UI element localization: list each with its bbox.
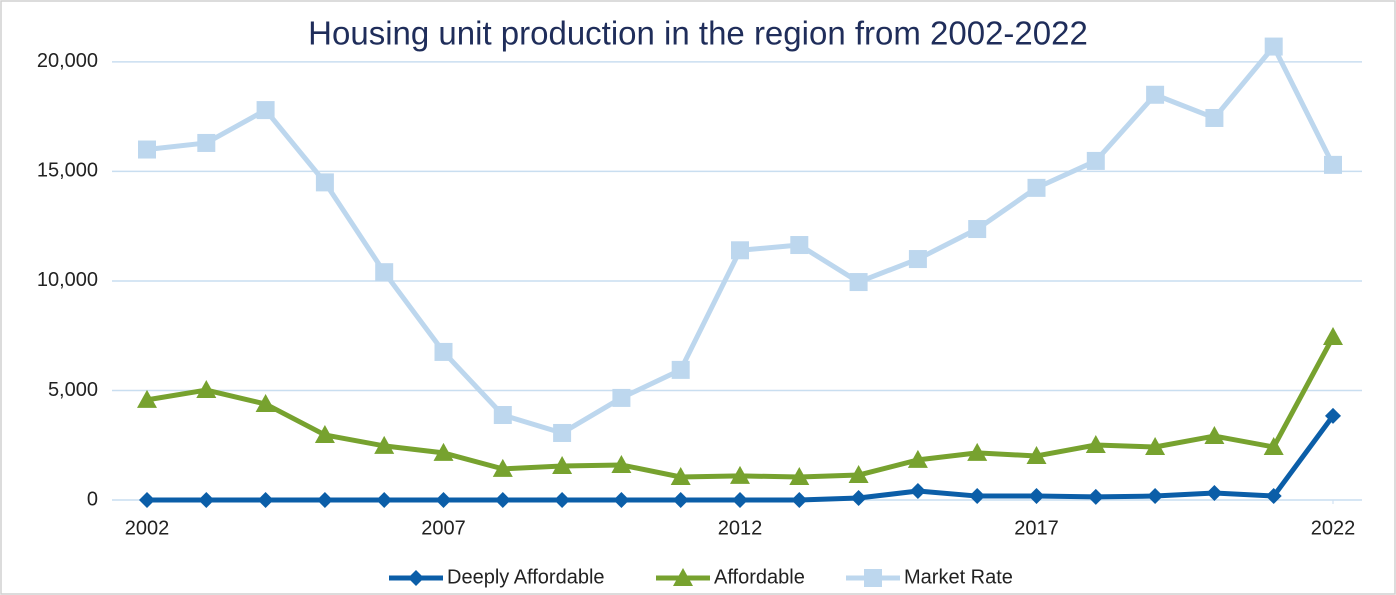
marker — [848, 465, 869, 484]
marker — [374, 435, 395, 454]
series — [139, 407, 1341, 508]
marker — [673, 568, 693, 586]
marker — [255, 394, 276, 413]
marker — [790, 236, 809, 255]
marker — [1145, 436, 1166, 455]
marker — [434, 342, 453, 361]
chart-title: Housing unit production in the region fr… — [308, 15, 1088, 52]
marker — [315, 173, 334, 192]
marker — [138, 140, 156, 159]
legend-label: Market Rate — [904, 566, 1013, 588]
marker — [314, 424, 335, 443]
legend-label: Affordable — [714, 566, 805, 588]
x-tick-label: 2002 — [125, 517, 170, 539]
marker — [1028, 488, 1045, 505]
marker — [907, 449, 928, 468]
marker — [969, 488, 986, 505]
marker — [731, 241, 749, 260]
marker — [408, 570, 424, 586]
marker — [256, 101, 275, 120]
marker — [197, 133, 216, 152]
marker — [670, 467, 691, 485]
marker — [672, 492, 689, 508]
y-tick-label: 0 — [87, 488, 98, 510]
marker — [375, 263, 394, 282]
marker — [908, 250, 927, 269]
marker — [1087, 488, 1104, 505]
marker — [196, 380, 217, 399]
marker — [1324, 155, 1342, 174]
marker — [850, 490, 867, 507]
marker — [376, 492, 393, 508]
marker — [864, 569, 882, 587]
marker — [789, 467, 810, 485]
marker — [612, 388, 631, 407]
marker — [968, 220, 987, 239]
marker — [730, 465, 750, 484]
marker — [1265, 488, 1282, 505]
y-tick-label: 10,000 — [37, 269, 98, 291]
y-tick-label: 20,000 — [37, 50, 98, 72]
marker — [611, 454, 632, 473]
series — [137, 327, 1343, 485]
marker — [1264, 37, 1283, 56]
marker — [139, 492, 155, 508]
marker — [316, 492, 333, 508]
x-tick-label: 2007 — [421, 517, 466, 539]
marker — [1085, 435, 1106, 454]
marker — [613, 492, 630, 508]
marker — [492, 458, 513, 477]
marker — [554, 492, 571, 508]
x-tick-label: 2022 — [1311, 517, 1356, 539]
marker — [257, 492, 274, 508]
marker — [198, 492, 215, 508]
marker — [1325, 407, 1341, 424]
marker — [849, 273, 868, 292]
marker — [1086, 151, 1105, 170]
series — [138, 37, 1342, 442]
marker — [909, 483, 926, 500]
marker — [791, 492, 808, 508]
y-tick-label: 5,000 — [48, 379, 98, 401]
marker — [494, 492, 511, 508]
marker — [433, 442, 454, 461]
marker — [1204, 426, 1225, 445]
y-tick-label: 15,000 — [37, 160, 98, 182]
marker — [1027, 178, 1046, 197]
x-tick-label: 2017 — [1014, 517, 1059, 539]
marker — [137, 389, 157, 408]
marker — [553, 423, 572, 442]
marker — [967, 442, 988, 461]
marker — [1206, 484, 1223, 501]
marker — [732, 492, 748, 508]
marker — [1323, 327, 1343, 346]
marker — [671, 360, 690, 379]
marker — [493, 406, 512, 425]
marker — [1263, 436, 1284, 455]
legend-label: Deeply Affordable — [447, 566, 605, 588]
marker — [552, 456, 573, 475]
marker — [1146, 85, 1165, 104]
marker — [435, 492, 452, 508]
x-tick-label: 2012 — [718, 517, 763, 539]
marker — [1147, 488, 1164, 505]
marker — [1026, 445, 1047, 464]
marker — [1205, 108, 1224, 127]
